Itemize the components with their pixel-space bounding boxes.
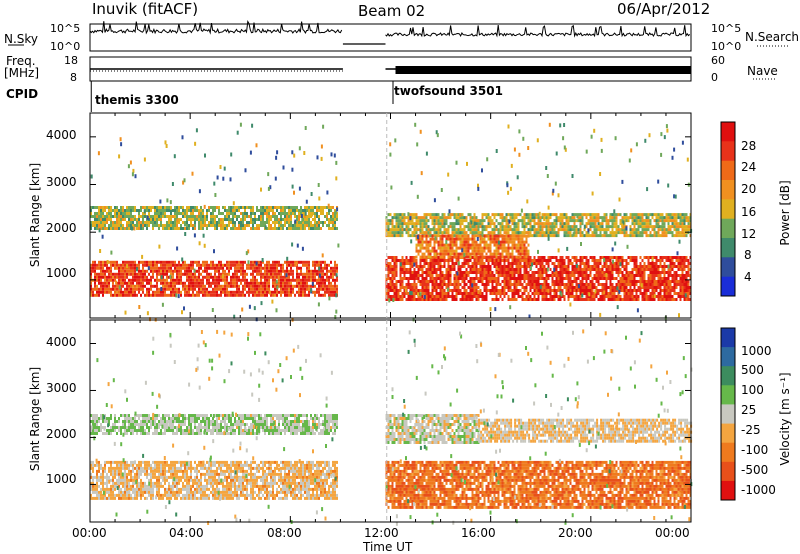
velocity-ytick: 2000 (46, 427, 77, 441)
xtick: 12:00 (364, 526, 399, 540)
power-colorbar-cell (721, 276, 735, 297)
nsearch-label: N.Search (745, 30, 800, 44)
power-colorbar-cell (721, 218, 735, 239)
mode-label-themis: themis 3300 (95, 93, 179, 107)
power-cbar-tick: 8 (744, 248, 752, 262)
power-colorbar-cell (721, 122, 735, 142)
x-axis-label: Time UT (363, 540, 413, 554)
nsky-panel-frame (89, 23, 692, 52)
power-ytick: 3000 (46, 175, 77, 189)
nsearch-tick-low: 10^0 (711, 40, 742, 53)
velocity-colorbar-frame (720, 327, 736, 501)
xtick: 00:00 (655, 526, 690, 540)
power-colorbar-cell (721, 257, 735, 278)
velocity-band-0 (90, 460, 338, 500)
power-colorbar-cell (721, 141, 735, 162)
beam-title: Beam 02 (358, 2, 426, 20)
velocity-band-2 (385, 460, 692, 509)
power-cbar-tick: 12 (741, 227, 757, 241)
power-colorbar-cell (721, 199, 735, 220)
power-sparse-echoes (90, 122, 693, 322)
nsearch-tick-high: 10^5 (711, 22, 742, 35)
velocity-ytick: 1000 (46, 472, 77, 486)
velocity-band-4 (478, 418, 693, 443)
velocity-cbar-tick: 25 (741, 403, 757, 417)
power-ytick: 2000 (46, 221, 77, 235)
velocity-band-3 (385, 414, 480, 444)
velocity-colorbar-cell (721, 366, 735, 386)
xtick: 04:00 (169, 526, 204, 540)
velocity-sparse-echoes (90, 329, 693, 526)
station-title: Inuvik (fitACF) (92, 0, 199, 18)
velocity-cbar-tick: -100 (741, 443, 769, 457)
power-ytick: 1000 (46, 266, 77, 280)
power-colorbar-cell (721, 160, 735, 181)
nsky-label: N.Sky (4, 32, 39, 46)
power-cbar-tick: 28 (741, 139, 757, 153)
power-band-2 (385, 256, 692, 301)
power-colorbar-frame (720, 121, 736, 297)
velocity-colorbar-cell (721, 423, 735, 444)
power-band-3 (385, 213, 692, 238)
power-ytick: 4000 (46, 128, 77, 142)
date-title: 06/Apr/2012 (617, 0, 711, 18)
velocity-colorbar-cell (721, 480, 735, 501)
velocity-ytick: 3000 (46, 381, 77, 395)
velocity-cbar-tick: 100 (741, 383, 764, 397)
nave-tick-high: 60 (711, 54, 725, 67)
nave-tick-low: 0 (711, 71, 718, 84)
power-band-4 (415, 234, 530, 259)
power-cbar-tick: 4 (744, 270, 752, 284)
xtick: 20:00 (558, 526, 593, 540)
freq-label: Freq. (6, 54, 36, 68)
freq-tick-low: 8 (70, 71, 77, 84)
velocity-colorbar-cell (721, 385, 735, 405)
xtick: 16:00 (461, 526, 496, 540)
velocity-cbar-tick: -500 (741, 463, 769, 477)
velocity-colorbar-cell (721, 328, 735, 348)
xtick: 08:00 (267, 526, 302, 540)
power-band-1 (90, 206, 338, 230)
velocity-cbar-tick: 500 (741, 363, 764, 377)
velocity-ytick: 4000 (46, 335, 77, 349)
nave-band-post (395, 66, 691, 74)
power-colorbar-cell (721, 238, 735, 258)
freq-tick-high: 18 (64, 54, 78, 67)
velocity-cbar-tick: 1000 (741, 344, 772, 358)
velocity-colorbar-cell (721, 442, 735, 463)
mhz-label: [MHz] (4, 66, 40, 80)
velocity-cbar-tick: -1000 (741, 483, 776, 497)
xtick: 00:00 (72, 526, 107, 540)
power-colorbar-cell (721, 180, 735, 200)
nave-label: Nave (747, 64, 778, 78)
nsky-tick-low: 10^0 (50, 40, 81, 53)
power-cbar-tick: 24 (741, 160, 757, 174)
velocity-colorbar-cell (721, 461, 735, 482)
power-cbar-tick: 20 (741, 182, 757, 196)
velocity-band-1 (90, 414, 338, 435)
velocity-cbar-tick: -25 (741, 423, 761, 437)
power-cbar-tick: 16 (741, 205, 757, 219)
nsearch-trace (385, 24, 691, 38)
mode-label-twofsound: twofsound 3501 (394, 84, 503, 98)
nsky-tick-high: 10^5 (50, 22, 81, 35)
velocity-colorbar-cell (721, 347, 735, 367)
cpid-label: CPID (6, 87, 39, 101)
nsky-trace (89, 19, 343, 35)
velocity-colorbar-cell (721, 404, 735, 424)
